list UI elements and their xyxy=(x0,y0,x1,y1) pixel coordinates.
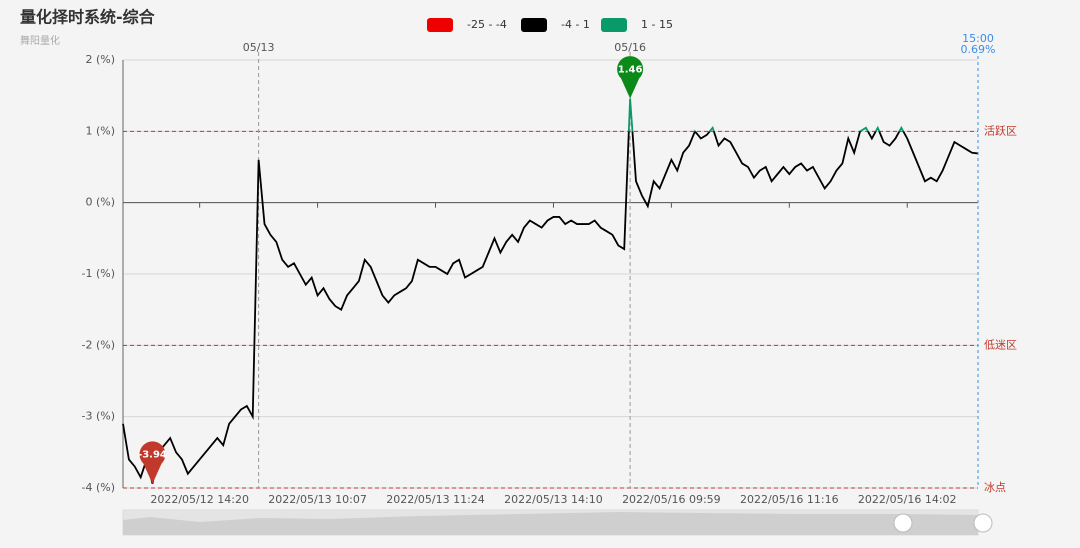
y-tick-label: -3 (%) xyxy=(82,410,116,423)
day-marker-label: 05/13 xyxy=(243,41,275,54)
zone-label: 活跃区 xyxy=(984,123,1017,137)
zone-label: 冰点 xyxy=(984,481,1006,494)
x-tick-label: 2022/05/13 14:10 xyxy=(504,493,603,506)
x-tick-label: 2022/05/12 14:20 xyxy=(150,493,249,506)
data-zoom[interactable] xyxy=(122,509,993,536)
zone-label: 低迷区 xyxy=(984,338,1017,351)
latest-time: 15:00 xyxy=(962,32,994,45)
legend-label: 1 - 15 xyxy=(641,18,673,31)
series-line xyxy=(627,98,905,132)
y-tick-label: 0 (%) xyxy=(85,196,115,209)
x-tick-label: 2022/05/16 11:16 xyxy=(740,493,839,506)
zoom-handle[interactable] xyxy=(893,513,913,533)
y-tick-label: -2 (%) xyxy=(82,338,116,351)
legend-label: -4 - 1 xyxy=(561,18,590,31)
chart-title: 量化择时系统-综合 xyxy=(20,8,156,27)
legend-swatch xyxy=(601,18,627,32)
y-tick-label: -1 (%) xyxy=(82,267,116,280)
series-line xyxy=(122,131,979,484)
pin xyxy=(617,56,644,99)
legend-label: -25 - -4 xyxy=(467,18,507,31)
pin-label: -3.94 xyxy=(138,450,167,461)
x-tick-label: 2022/05/13 11:24 xyxy=(386,493,485,506)
y-tick-label: 1 (%) xyxy=(85,124,115,137)
day-marker-label: 05/16 xyxy=(614,41,646,54)
x-tick-label: 2022/05/13 10:07 xyxy=(268,493,367,506)
legend-swatch xyxy=(427,18,453,32)
zoom-preview xyxy=(123,512,978,535)
pin-label: 1.46 xyxy=(618,65,643,76)
latest-value: 0.69% xyxy=(961,43,996,56)
zoom-handle[interactable] xyxy=(973,513,993,533)
x-tick-label: 2022/05/16 09:59 xyxy=(622,493,721,506)
y-tick-label: -4 (%) xyxy=(82,481,116,494)
legend-swatch xyxy=(521,18,547,32)
x-tick-label: 2022/05/16 14:02 xyxy=(858,493,957,506)
pin xyxy=(139,441,166,484)
chart-subtitle: 舞阳量化 xyxy=(20,34,60,47)
series-line xyxy=(123,99,978,484)
y-tick-label: 2 (%) xyxy=(85,53,115,66)
